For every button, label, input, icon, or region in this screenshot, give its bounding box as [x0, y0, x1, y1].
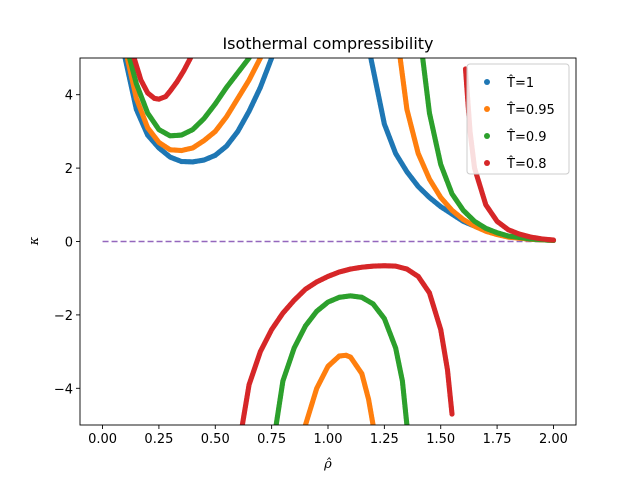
legend-entry: T̂=0.9	[506, 130, 547, 145]
x-axis-label: ρ̂	[323, 457, 332, 472]
chart-title: Isothermal compressibility	[222, 34, 433, 53]
legend-entry: T̂=1	[506, 76, 534, 91]
data-point	[269, 58, 275, 61]
x-tick-label: 1.50	[426, 432, 455, 447]
data-point	[550, 237, 557, 243]
axis-ticks: 0.00 0.25 0.50 0.75 1.00 1.25 1.50 1.75 2.00 −4 −2…	[54, 89, 568, 447]
plot-area	[102, 58, 557, 425]
x-tick-label: 1.00	[314, 432, 343, 447]
data-point	[246, 58, 252, 61]
data-point	[187, 58, 194, 61]
legend-marker	[484, 79, 490, 85]
x-tick-label: 1.25	[370, 432, 399, 447]
data-point	[404, 422, 410, 425]
x-tick-label: 0.25	[144, 432, 173, 447]
y-axis-label: κ	[27, 236, 42, 246]
legend: T̂=1 T̂=0.95 T̂=0.9 T̂=0.8	[466, 63, 570, 175]
x-tick-label: 1.75	[483, 432, 512, 447]
data-point	[449, 411, 455, 417]
data-point	[370, 422, 376, 425]
x-tick-label: 0.50	[201, 432, 230, 447]
data-point	[257, 58, 263, 61]
y-tick-label: −4	[54, 382, 73, 397]
legend-marker	[484, 133, 490, 139]
x-tick-label: 2.00	[539, 432, 568, 447]
legend-marker	[484, 160, 490, 166]
legend-marker	[484, 106, 490, 112]
series-2	[127, 58, 557, 425]
legend-entry: T̂=0.8	[506, 157, 547, 172]
legend-entry: T̂=0.95	[506, 103, 555, 118]
x-tick-label: 0.75	[257, 432, 286, 447]
y-tick-label: −2	[54, 309, 73, 324]
y-tick-label: 4	[65, 89, 73, 104]
axes-frame	[79, 57, 577, 426]
y-tick-label: 2	[65, 162, 73, 177]
legend-box	[466, 63, 570, 175]
y-tick-label: 0	[65, 236, 73, 251]
x-tick-label: 0.00	[88, 432, 117, 447]
